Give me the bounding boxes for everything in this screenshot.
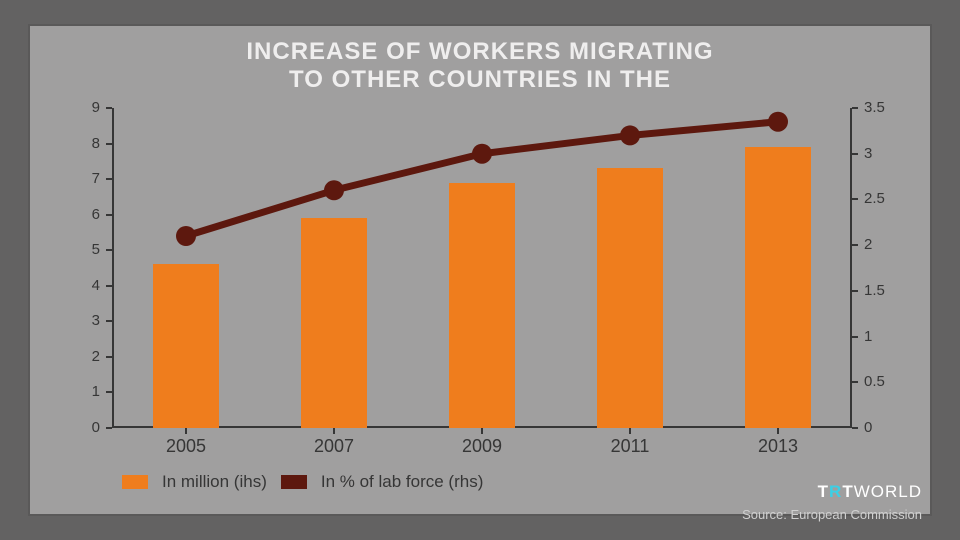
ytick-right: 2.5 [864, 190, 885, 207]
ytick-right: 1.5 [864, 282, 885, 299]
ytick-left: 2 [70, 348, 100, 365]
ytick-left: 7 [70, 170, 100, 187]
legend-label: In % of lab force (rhs) [321, 472, 484, 492]
ytick-left: 5 [70, 241, 100, 258]
ytick-left: 0 [70, 419, 100, 436]
xtick-label: 2011 [600, 436, 660, 457]
legend-label: In million (ihs) [162, 472, 267, 492]
ytick-left: 8 [70, 135, 100, 152]
chart-title-line2: TO OTHER COUNTRIES IN THE [30, 66, 930, 94]
xtick-label: 2013 [748, 436, 808, 457]
ytick-right: 3.5 [864, 99, 885, 116]
ytick-left: 6 [70, 206, 100, 223]
ytick-left: 3 [70, 312, 100, 329]
legend-swatch [122, 475, 148, 489]
plot-area: 012345678900.511.522.533.520052007200920… [112, 108, 852, 428]
ytick-right: 3 [864, 145, 872, 162]
chart-canvas: INCREASE OF WORKERS MIGRATING TO OTHER C… [0, 0, 960, 540]
chart-panel: INCREASE OF WORKERS MIGRATING TO OTHER C… [28, 24, 932, 516]
xtick-label: 2009 [452, 436, 512, 457]
ytick-right: 1 [864, 328, 872, 345]
source-text: Source: European Commission [742, 507, 922, 522]
legend-swatch [281, 475, 307, 489]
ytick-right: 0 [864, 419, 872, 436]
ytick-left: 4 [70, 277, 100, 294]
legend: In million (ihs) In % of lab force (rhs) [122, 472, 483, 492]
ytick-right: 0.5 [864, 373, 885, 390]
chart-title-line1: INCREASE OF WORKERS MIGRATING [30, 38, 930, 66]
xtick-label: 2007 [304, 436, 364, 457]
line-series [112, 108, 852, 428]
ytick-left: 1 [70, 383, 100, 400]
chart-title: INCREASE OF WORKERS MIGRATING TO OTHER C… [30, 38, 930, 94]
brand-logo: TRTWORLD [818, 482, 922, 502]
ytick-left: 9 [70, 99, 100, 116]
xtick-label: 2005 [156, 436, 216, 457]
ytick-right: 2 [864, 236, 872, 253]
